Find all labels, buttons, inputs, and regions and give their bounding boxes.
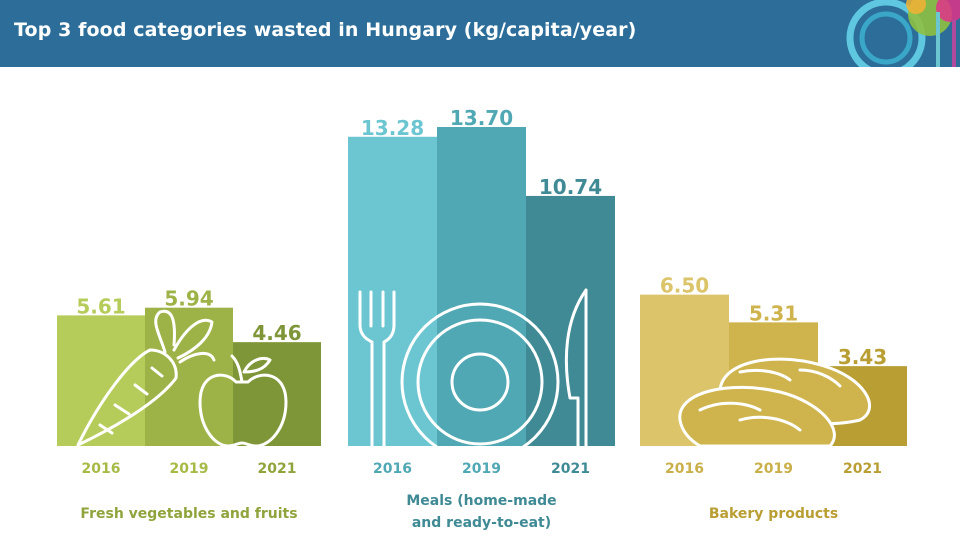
carrot-apple-icon: [76, 309, 288, 448]
year-label: 2021: [551, 461, 590, 477]
header-bar: Top 3 food categories wasted in Hungary …: [0, 0, 960, 67]
year-label: 2021: [258, 461, 297, 477]
category-label: and ready-to-eat): [412, 515, 551, 531]
carrot-leaf: [178, 352, 216, 364]
bread-icon: [678, 357, 872, 448]
plate-outer: [400, 302, 560, 462]
value-label: 5.61: [76, 294, 125, 318]
category-label: Bakery products: [709, 506, 838, 522]
year-label: 2021: [843, 461, 882, 477]
value-label: 6.50: [660, 274, 709, 298]
bread-scores: [698, 368, 842, 432]
year-label: 2019: [462, 461, 501, 477]
fork-handle: [358, 290, 396, 448]
apple-leaf: [242, 357, 272, 374]
fork-tines: [369, 290, 385, 328]
carrot-body: [76, 348, 178, 447]
year-label: 2019: [754, 461, 793, 477]
bar: [233, 342, 321, 446]
value-label: 13.70: [450, 106, 513, 130]
value-label: 3.43: [838, 345, 887, 369]
bar-group: 13.28 2016 13.70 2019 10.74 2021 Meals (home-m…: [348, 106, 615, 531]
value-label: 10.74: [539, 175, 602, 199]
plate-inner: [416, 318, 544, 446]
year-label: 2016: [373, 461, 412, 477]
value-label: 4.46: [252, 321, 301, 345]
year-label: 2019: [170, 461, 209, 477]
value-label: 13.28: [361, 116, 424, 140]
chart: 5.61 2016 5.94 2019 4.46 2021 Fresh vegetables…: [57, 106, 907, 531]
apple-body: [198, 373, 288, 448]
bar-group: 5.61 2016 5.94 2019 4.46 2021 Fresh vegetables…: [57, 287, 321, 522]
plate-center: [450, 352, 510, 412]
category-label: Fresh vegetables and fruits: [80, 506, 297, 522]
plate-cutlery-icon: [358, 288, 588, 462]
carrot-leaf: [154, 309, 176, 354]
page-title: Top 3 food categories wasted in Hungary …: [14, 19, 637, 41]
value-label: 5.94: [164, 287, 213, 311]
knife: [564, 288, 588, 448]
year-label: 2016: [82, 461, 121, 477]
bread-loaves: [678, 357, 872, 448]
carrot-leaf: [172, 318, 214, 360]
year-label: 2016: [665, 461, 704, 477]
bar: [348, 136, 437, 446]
logo-icon: [846, 0, 960, 67]
apple-stem: [230, 354, 244, 384]
carrot-lines: [98, 366, 164, 435]
value-label: 5.31: [749, 301, 798, 325]
category-label: Meals (home-made: [406, 493, 556, 509]
bar-group: 6.50 2016 5.31 2019 3.43 2021 Bakery products: [640, 274, 907, 522]
bar: [437, 127, 526, 446]
